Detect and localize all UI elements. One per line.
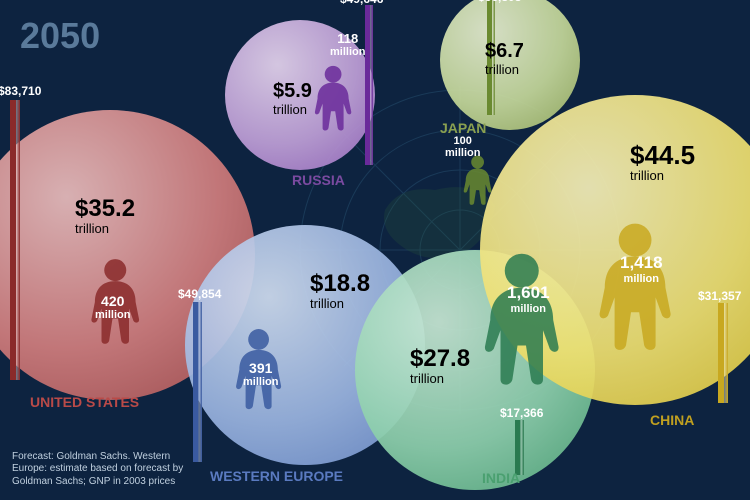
gnp-per-capita-ru: $49,646 [340,0,383,6]
person-icon-cn [590,222,680,353]
gnp-bar-cn [718,303,728,403]
person-icon-ru [310,65,356,132]
gdp-unit-in: trillion [410,371,444,386]
gnp-per-capita-jp: $66,805 [478,0,521,4]
gnp-per-capita-us: $83,710 [0,84,41,98]
country-label-us: UNITED STATES [30,394,139,410]
person-icon-jp [460,155,495,206]
source-footnote: Forecast: Goldman Sachs. Western Europe:… [12,451,192,489]
country-label-we: WESTERN EUROPE [210,468,343,484]
gdp-unit-ru: trillion [273,102,307,117]
population-us: 420million [95,293,130,321]
country-label-jp: JAPAN [440,120,486,136]
gdp-value-we: $18.8 [310,270,370,298]
population-jp: 100million [445,135,480,159]
gdp-unit-we: trillion [310,296,344,311]
gnp-bar-ru [365,5,373,165]
population-cn: 1,418million [620,253,663,285]
gdp-value-cn: $44.5 [630,140,695,171]
gdp-unit-jp: trillion [485,62,519,77]
country-label-in: INDIA [482,470,520,486]
country-label-cn: CHINA [650,412,694,428]
gnp-bar-in [515,420,524,475]
year-title: 2050 [20,15,100,57]
gnp-bar-us [10,100,20,380]
gdp-unit-us: trillion [75,221,109,236]
population-we: 391million [243,360,278,388]
gnp-per-capita-in: $17,366 [500,406,543,420]
gdp-value-jp: $6.7 [485,40,524,63]
population-in: 1,601million [507,283,550,315]
gnp-per-capita-we: $49,854 [178,287,221,301]
gnp-per-capita-cn: $31,357 [698,289,741,303]
gdp-value-ru: $5.9 [273,80,312,103]
country-label-ru: RUSSIA [292,172,345,188]
gdp-unit-cn: trillion [630,168,664,183]
gdp-value-us: $35.2 [75,195,135,223]
person-icon-in [475,252,569,388]
gdp-value-in: $27.8 [410,345,470,373]
population-ru: 118million [330,31,365,58]
gnp-bar-we [193,302,202,462]
